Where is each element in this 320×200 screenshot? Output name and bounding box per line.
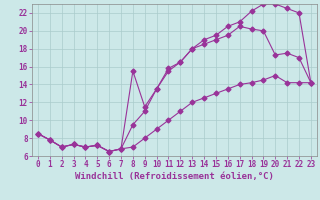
X-axis label: Windchill (Refroidissement éolien,°C): Windchill (Refroidissement éolien,°C) — [75, 172, 274, 181]
